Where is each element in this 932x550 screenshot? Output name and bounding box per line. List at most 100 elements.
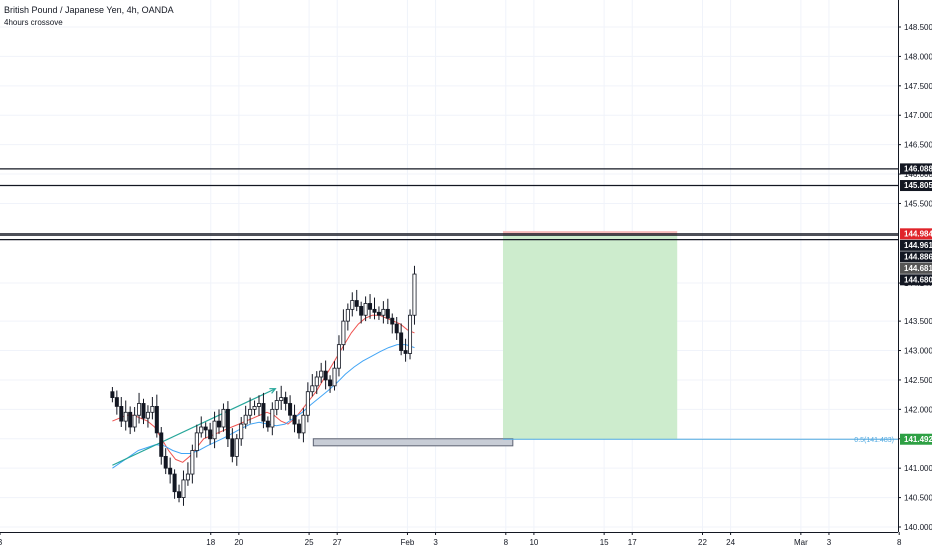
candle-body <box>296 423 301 434</box>
candle-body <box>114 397 119 407</box>
candle-body <box>137 403 142 416</box>
price-tick-label: 147.000 <box>904 111 932 120</box>
candle-body <box>408 314 413 354</box>
candle-body <box>217 420 222 428</box>
candle-body <box>412 273 417 316</box>
time-tick-label: 8 <box>897 538 902 547</box>
time-tick-label: 17 <box>628 538 637 547</box>
candle-body <box>288 403 293 416</box>
candle-body <box>252 406 257 410</box>
time-tick-label: Feb <box>401 538 415 547</box>
candle-body <box>359 306 364 316</box>
horizontal-levels: 0.5(141.483) <box>0 168 898 444</box>
candle-body <box>199 426 204 434</box>
candle-body <box>168 467 173 475</box>
candle-body <box>243 414 248 425</box>
candle-body <box>394 323 399 334</box>
price-tick-label: 146.500 <box>904 141 932 150</box>
time-tick-label: 22 <box>698 538 707 547</box>
price-tag-label: 146.088 <box>904 165 932 174</box>
price-tag-label: 144.681 <box>904 264 932 273</box>
candle-body <box>239 423 244 440</box>
candle-body <box>123 411 128 422</box>
candle-body <box>270 408 275 428</box>
time-tick-label: 18 <box>206 538 215 547</box>
price-tick-label: 147.500 <box>904 82 932 91</box>
trend-arrow <box>269 388 277 394</box>
candle-body <box>363 303 368 316</box>
price-tag-label: 144.961 <box>904 241 932 250</box>
price-tag <box>900 228 932 240</box>
candle-body <box>336 344 341 369</box>
candle-body <box>248 408 253 416</box>
price-tick-label: 140.500 <box>904 494 932 503</box>
candle-body <box>372 308 377 313</box>
price-tag <box>900 239 932 251</box>
candle-body <box>390 317 395 325</box>
candle-body <box>150 406 155 413</box>
candle-body <box>323 370 328 381</box>
time-tick-label: 25 <box>305 538 314 547</box>
candle-body <box>154 406 159 434</box>
candle-body <box>310 385 315 393</box>
time-tick-label: 3 <box>433 538 438 547</box>
price-tick-label: 141.000 <box>904 464 932 473</box>
price-tag <box>900 262 932 274</box>
candle-body <box>110 391 115 398</box>
target-zone <box>502 235 678 440</box>
candle-body <box>221 408 226 428</box>
candle-body <box>172 473 177 493</box>
price-tag <box>900 251 932 263</box>
candle-body <box>185 473 190 481</box>
candle-body <box>399 332 404 351</box>
candle-body <box>292 414 297 425</box>
candle-body <box>177 491 182 498</box>
candle-body <box>305 391 310 416</box>
price-tag <box>900 163 932 175</box>
candle-body <box>279 397 284 401</box>
candle-body <box>230 438 235 457</box>
price-tag <box>900 180 932 192</box>
candle-body <box>350 300 355 310</box>
time-tick-label: 3 <box>827 538 832 547</box>
price-tick-label: 143.000 <box>904 347 932 356</box>
candle-body <box>163 456 168 469</box>
candle-body <box>261 403 266 422</box>
chart-title: British Pound / Japanese Yen, 4h, OANDA <box>4 5 174 15</box>
candle-body <box>225 408 230 440</box>
candle-body <box>354 300 359 307</box>
candle-body <box>385 308 390 319</box>
time-tick-label: Mar <box>794 538 808 547</box>
price-tick-label: 145.500 <box>904 199 932 208</box>
price-tick-label: 148.000 <box>904 52 932 61</box>
candle-body <box>341 320 346 346</box>
stop-zone <box>502 231 678 236</box>
candle-body <box>332 367 337 387</box>
fib-label: 0.5(141.483) <box>854 437 894 444</box>
candle-body <box>212 420 217 440</box>
candle-body <box>376 311 381 316</box>
time-tick-label: 3 <box>0 538 3 547</box>
price-tag-label: 144.984 <box>904 230 932 239</box>
price-tick-label: 142.500 <box>904 376 932 385</box>
demand-zone <box>312 438 514 447</box>
candle-body <box>190 450 195 475</box>
time-tick-label: 10 <box>529 538 538 547</box>
candle-body <box>194 432 199 451</box>
price-tick-label: 143.500 <box>904 317 932 326</box>
price-tag <box>900 274 932 286</box>
time-tick-label: 8 <box>504 538 509 547</box>
candle-body <box>141 403 146 419</box>
price-tag-label: 144.680 <box>904 276 932 285</box>
position-zones <box>312 231 678 447</box>
time-axis[interactable]: 3 18 20 25 27 Feb 3 8 10 15 17 22 24 Mar 3 8 <box>0 532 902 547</box>
price-tag-label: 144.886 <box>904 253 932 262</box>
candle-body <box>203 426 208 431</box>
trend-line <box>112 388 276 466</box>
time-tick-label: 27 <box>333 538 342 547</box>
candle-body <box>181 479 186 498</box>
price-tick-label: 148.500 <box>904 23 932 32</box>
candle-body <box>159 432 164 457</box>
